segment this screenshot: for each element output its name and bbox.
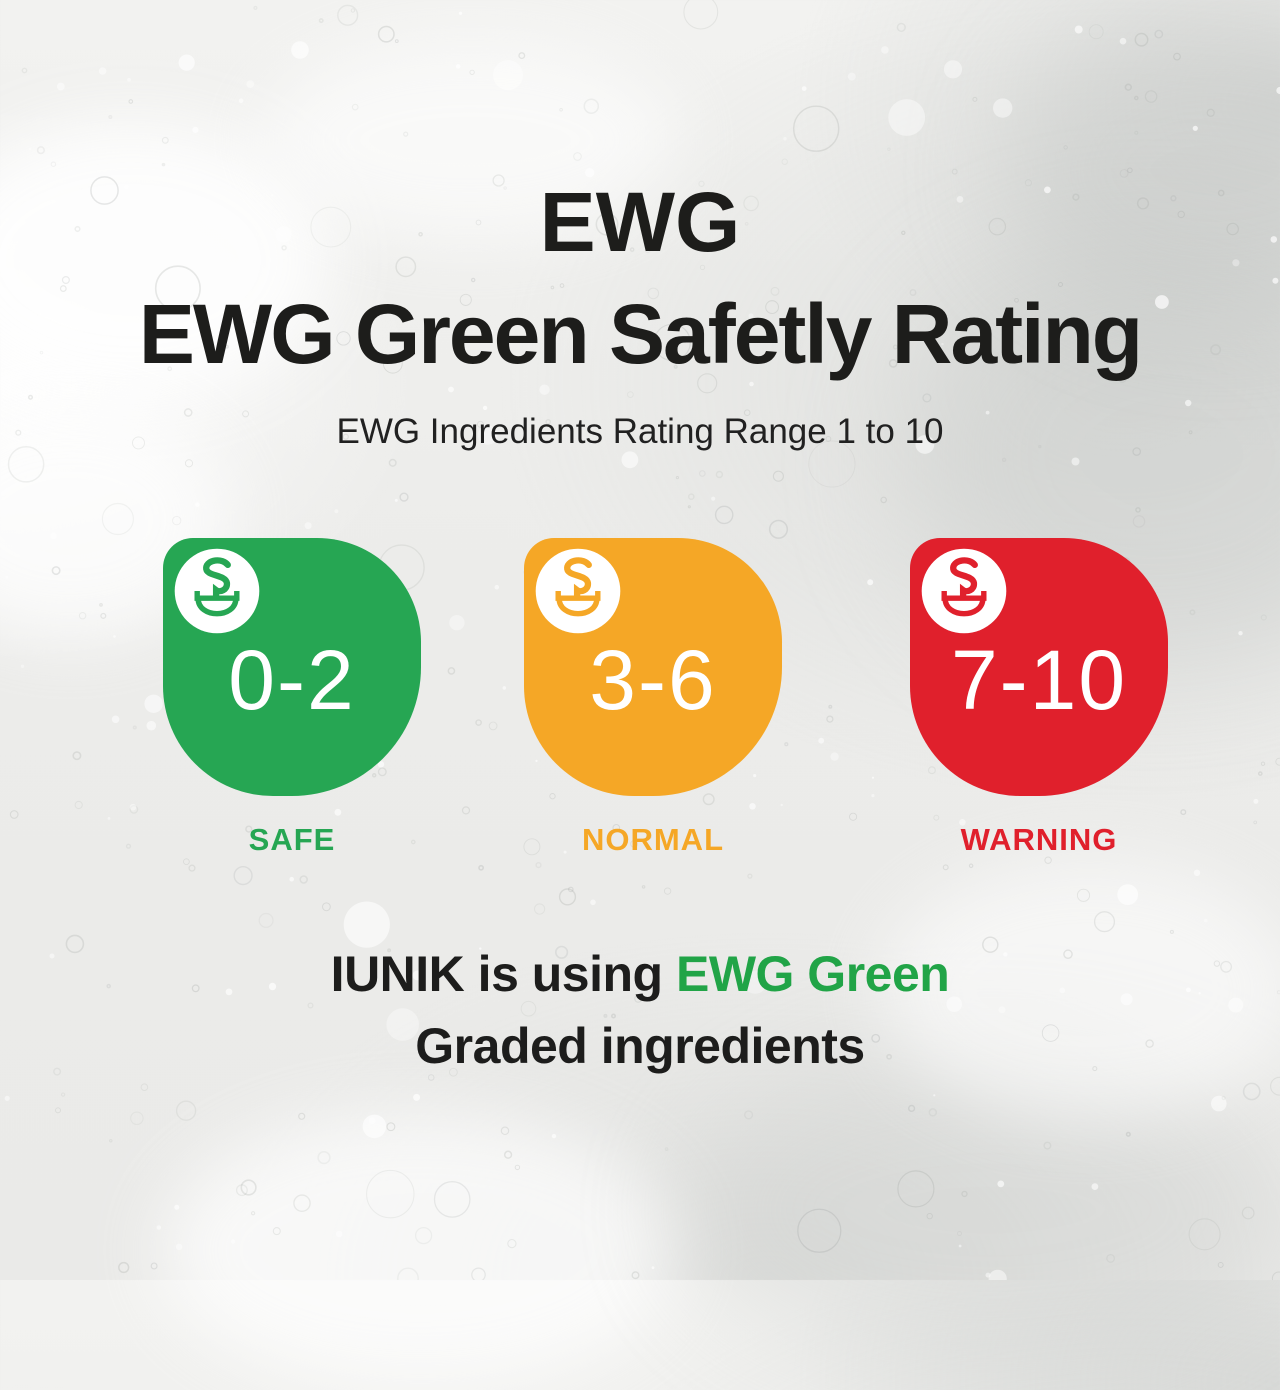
rating-range: 0-2 [228,633,356,727]
footer-line1: IUNIK is using EWG Green [331,946,950,1002]
footer-line1-prefix: IUNIK is using [330,946,676,1002]
footer-line1-highlight: EWG Green [675,946,950,1002]
rating-badges-row: 0-2 SAFE 3-6 NORMAL [0,538,1280,858]
page-title: EWG [539,175,741,269]
rating-label-warning: WARNING [960,822,1118,857]
rating-label-normal: NORMAL [581,822,725,857]
footer-line2: Graded ingredients [415,1018,865,1074]
footer-text: IUNIK is using EWG Green Graded ingredie… [0,938,1280,1082]
page-heading: EWG Green Safetly Rating [138,287,1143,381]
rating-range: 7-10 [950,633,1128,727]
foam-bubbles-texture [7,0,1280,1280]
rating-column-warning: 7-10 WARNING [910,538,1168,858]
rating-badge-warning: 7-10 [910,538,1168,796]
rating-column-normal: 3-6 NORMAL [524,538,782,858]
page-subtitle: EWG Ingredients Rating Range 1 to 10 [336,412,944,451]
mortar-s-icon [535,548,621,634]
rating-label-safe: SAFE [248,822,336,857]
mortar-s-icon [921,548,1007,634]
mortar-s-icon [174,548,260,634]
rating-badge-safe: 0-2 [163,538,421,796]
rating-column-safe: 0-2 SAFE [163,538,421,858]
rating-badge-normal: 3-6 [524,538,782,796]
rating-range: 3-6 [589,633,717,727]
